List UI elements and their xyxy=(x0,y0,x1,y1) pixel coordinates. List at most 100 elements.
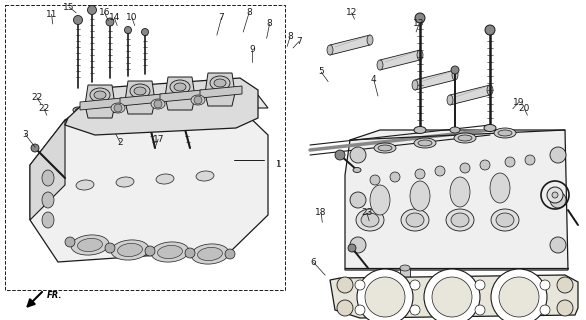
Ellipse shape xyxy=(71,235,109,255)
Circle shape xyxy=(114,104,122,112)
Ellipse shape xyxy=(151,99,165,109)
Ellipse shape xyxy=(327,45,333,55)
Ellipse shape xyxy=(111,103,125,113)
Text: 18: 18 xyxy=(315,208,327,217)
Ellipse shape xyxy=(494,128,516,138)
Circle shape xyxy=(225,249,235,259)
Circle shape xyxy=(557,300,573,316)
Bar xyxy=(5,5,285,290)
Circle shape xyxy=(144,114,152,122)
Text: 2: 2 xyxy=(117,138,123,147)
Ellipse shape xyxy=(88,106,122,124)
Ellipse shape xyxy=(412,80,418,90)
Circle shape xyxy=(348,244,356,252)
Circle shape xyxy=(550,192,566,208)
Ellipse shape xyxy=(401,209,429,231)
Ellipse shape xyxy=(454,133,476,143)
Circle shape xyxy=(350,237,366,253)
Circle shape xyxy=(65,237,75,247)
Ellipse shape xyxy=(76,108,80,111)
Circle shape xyxy=(550,237,566,253)
Polygon shape xyxy=(380,50,420,70)
Polygon shape xyxy=(415,70,455,90)
Circle shape xyxy=(480,160,490,170)
Ellipse shape xyxy=(446,209,474,231)
Circle shape xyxy=(540,280,550,290)
Polygon shape xyxy=(85,85,115,118)
Text: 20: 20 xyxy=(519,104,530,113)
Circle shape xyxy=(451,66,459,74)
Ellipse shape xyxy=(42,212,54,228)
Circle shape xyxy=(505,157,515,167)
Ellipse shape xyxy=(156,174,174,184)
Circle shape xyxy=(154,100,162,108)
Circle shape xyxy=(31,144,39,152)
Circle shape xyxy=(73,15,83,25)
Ellipse shape xyxy=(223,94,245,106)
Circle shape xyxy=(335,150,345,160)
Ellipse shape xyxy=(498,130,512,136)
Ellipse shape xyxy=(180,99,202,111)
Circle shape xyxy=(552,192,558,198)
Ellipse shape xyxy=(418,140,432,146)
Circle shape xyxy=(145,246,155,256)
Ellipse shape xyxy=(191,95,205,105)
Ellipse shape xyxy=(450,127,460,133)
Ellipse shape xyxy=(191,244,229,264)
Polygon shape xyxy=(30,120,65,220)
Ellipse shape xyxy=(173,96,209,114)
Circle shape xyxy=(557,277,573,293)
Ellipse shape xyxy=(458,135,472,141)
Ellipse shape xyxy=(353,167,361,172)
Text: 23: 23 xyxy=(361,208,373,217)
Ellipse shape xyxy=(214,79,226,87)
Text: 14: 14 xyxy=(108,13,120,22)
Circle shape xyxy=(475,280,485,290)
Circle shape xyxy=(350,147,366,163)
Text: 22: 22 xyxy=(31,93,43,102)
Ellipse shape xyxy=(210,76,230,90)
Text: 4: 4 xyxy=(371,76,377,84)
Ellipse shape xyxy=(367,35,373,45)
Circle shape xyxy=(410,280,420,290)
Circle shape xyxy=(337,277,353,293)
Circle shape xyxy=(547,187,563,203)
Ellipse shape xyxy=(158,245,182,259)
Text: 17: 17 xyxy=(152,135,164,144)
Circle shape xyxy=(435,166,445,176)
Polygon shape xyxy=(65,95,268,120)
Circle shape xyxy=(355,280,365,290)
Circle shape xyxy=(106,18,114,26)
Circle shape xyxy=(365,277,405,317)
Text: 8: 8 xyxy=(287,32,293,41)
Polygon shape xyxy=(120,94,162,106)
Ellipse shape xyxy=(487,85,493,95)
Circle shape xyxy=(499,277,539,317)
Ellipse shape xyxy=(217,91,251,109)
Ellipse shape xyxy=(42,192,54,208)
Ellipse shape xyxy=(400,265,410,271)
Ellipse shape xyxy=(410,181,430,211)
Polygon shape xyxy=(330,35,370,55)
Ellipse shape xyxy=(414,138,436,148)
Text: 7: 7 xyxy=(296,37,302,46)
Ellipse shape xyxy=(484,124,496,132)
Ellipse shape xyxy=(370,185,390,215)
Circle shape xyxy=(410,305,420,315)
Circle shape xyxy=(550,147,566,163)
Ellipse shape xyxy=(94,91,106,99)
Polygon shape xyxy=(205,73,235,106)
Ellipse shape xyxy=(496,213,514,227)
Circle shape xyxy=(491,269,547,320)
Circle shape xyxy=(194,96,202,104)
Text: 16: 16 xyxy=(98,8,110,17)
Text: 1: 1 xyxy=(275,160,281,169)
Ellipse shape xyxy=(447,95,453,105)
Text: 22: 22 xyxy=(38,104,50,113)
Ellipse shape xyxy=(111,240,149,260)
Circle shape xyxy=(485,25,495,35)
Text: 6: 6 xyxy=(311,258,316,267)
Ellipse shape xyxy=(94,109,116,121)
Polygon shape xyxy=(160,90,202,102)
Ellipse shape xyxy=(131,101,165,119)
